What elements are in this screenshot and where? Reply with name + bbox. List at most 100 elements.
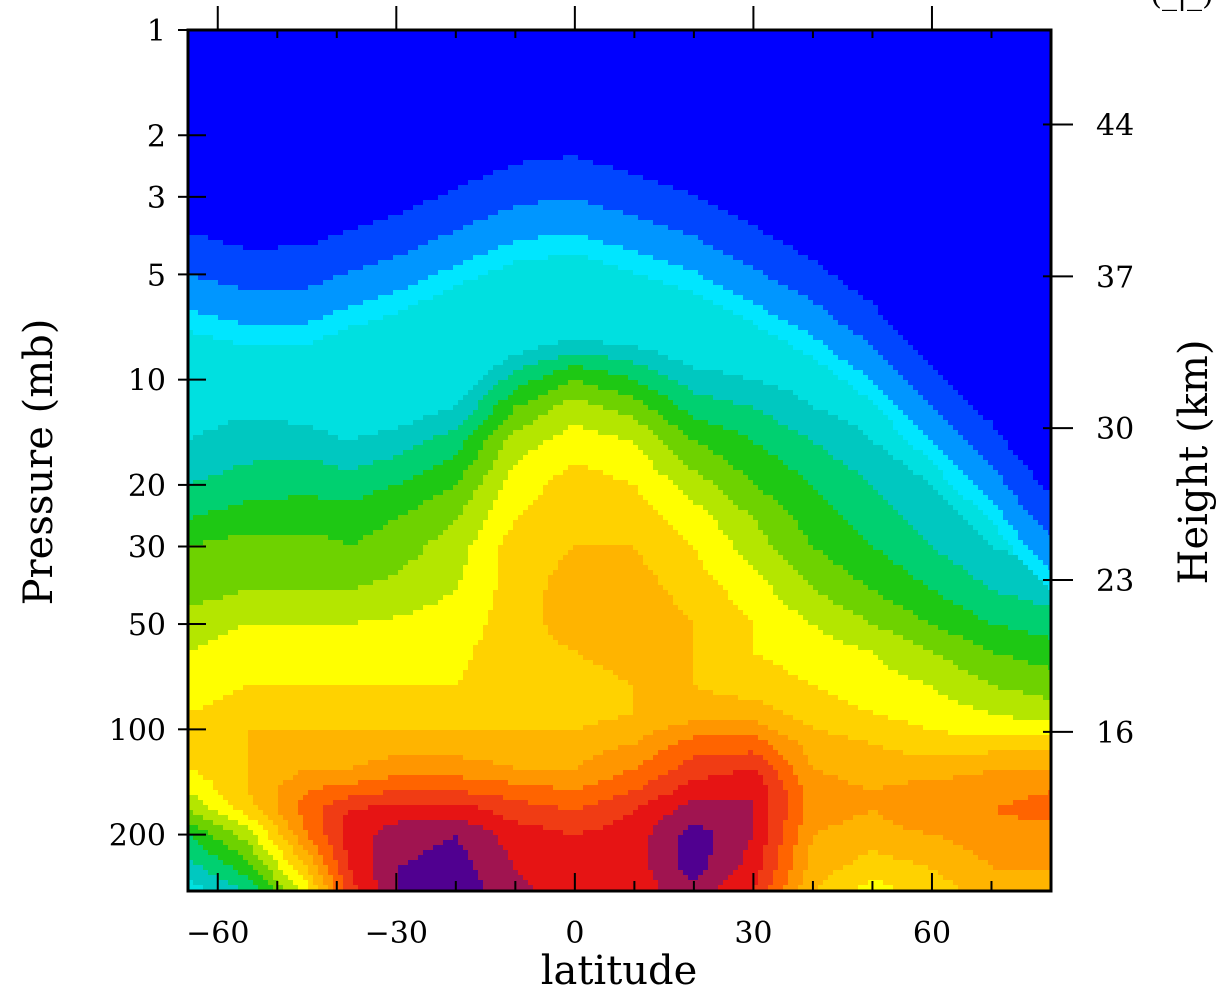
contour-cell [243, 430, 249, 436]
contour-cell [243, 435, 249, 441]
contour-cell [258, 690, 264, 696]
contour-cell [283, 825, 289, 831]
contour-cell [278, 195, 284, 201]
contour-cell [218, 725, 224, 731]
contour-cell [233, 815, 239, 821]
contour-cell [293, 75, 299, 81]
contour-cell [303, 440, 309, 446]
contour-cell [253, 205, 259, 211]
contour-cell [223, 660, 229, 666]
contour-cell [233, 120, 239, 126]
contour-cell [198, 95, 204, 101]
contour-cell [258, 760, 264, 766]
contour-cell [323, 200, 329, 206]
contour-cell [308, 690, 314, 696]
contour-cell [243, 65, 249, 71]
contour-cell [243, 425, 249, 431]
contour-cell [253, 150, 259, 156]
contour-cell [263, 865, 269, 871]
contour-cell [193, 605, 199, 611]
contour-cell [193, 585, 199, 591]
contour-cell [243, 575, 249, 581]
contour-cell [218, 505, 224, 511]
contour-cell [323, 220, 329, 226]
contour-cell [208, 205, 214, 211]
contour-cell [328, 245, 334, 251]
contour-cell [218, 790, 224, 796]
contour-cell [208, 740, 214, 746]
contour-cell [208, 695, 214, 701]
contour-cell [193, 290, 199, 296]
contour-cell [308, 555, 314, 561]
contour-cell [218, 875, 224, 881]
contour-cell [203, 90, 209, 96]
contour-cell [208, 70, 214, 76]
contour-cell [223, 530, 229, 536]
contour-cell [208, 425, 214, 431]
contour-cell [233, 90, 239, 96]
contour-cell [288, 840, 294, 846]
contour-cell [263, 790, 269, 796]
contour-cell [318, 210, 324, 216]
contour-cell [283, 465, 289, 471]
contour-cell [268, 125, 274, 131]
contour-cell [298, 155, 304, 161]
contour-cell [233, 165, 239, 171]
contour-cell [213, 65, 219, 71]
contour-cell [283, 150, 289, 156]
contour-cell [208, 370, 214, 376]
contour-cell [298, 520, 304, 526]
contour-cell [323, 360, 329, 366]
contour-cell [213, 75, 219, 81]
contour-cell [203, 570, 209, 576]
contour-cell [233, 550, 239, 556]
contour-cell [198, 710, 204, 716]
contour-cell [218, 95, 224, 101]
contour-cell [248, 165, 254, 171]
contour-cell [198, 405, 204, 411]
contour-cell [273, 350, 279, 356]
contour-cell [313, 295, 319, 301]
contour-cell [293, 520, 299, 526]
contour-cell [303, 800, 309, 806]
contour-cell [243, 470, 249, 476]
contour-cell [228, 350, 234, 356]
contour-cell [268, 220, 274, 226]
contour-cell [198, 700, 204, 706]
contour-cell [278, 540, 284, 546]
contour-cell [213, 770, 219, 776]
contour-cell [248, 775, 254, 781]
contour-cell [238, 525, 244, 531]
contour-cell [273, 500, 279, 506]
contour-cell [293, 660, 299, 666]
contour-cell [328, 380, 334, 386]
contour-cell [273, 620, 279, 626]
contour-cell [203, 665, 209, 671]
contour-cell [293, 80, 299, 86]
contour-cell [298, 40, 304, 46]
contour-cell [288, 855, 294, 861]
contour-cell [263, 120, 269, 126]
contour-cell [213, 605, 219, 611]
contour-cell [328, 735, 334, 741]
contour-cell [258, 200, 264, 206]
contour-cell [303, 155, 309, 161]
contour-cell [268, 575, 274, 581]
contour-cell [223, 500, 229, 506]
contour-cell [238, 780, 244, 786]
contour-cell [248, 440, 254, 446]
contour-cell [203, 430, 209, 436]
contour-cell [318, 215, 324, 221]
contour-cell [238, 725, 244, 731]
contour-cell [228, 355, 234, 361]
contour-cell [323, 470, 329, 476]
contour-cell [253, 785, 259, 791]
contour-cell [233, 860, 239, 866]
contour-cell [263, 465, 269, 471]
contour-cell [258, 35, 264, 41]
contour-cell [243, 120, 249, 126]
contour-cell [233, 275, 239, 281]
contour-cell [218, 145, 224, 151]
contour-cell [243, 775, 249, 781]
contour-cell [288, 500, 294, 506]
